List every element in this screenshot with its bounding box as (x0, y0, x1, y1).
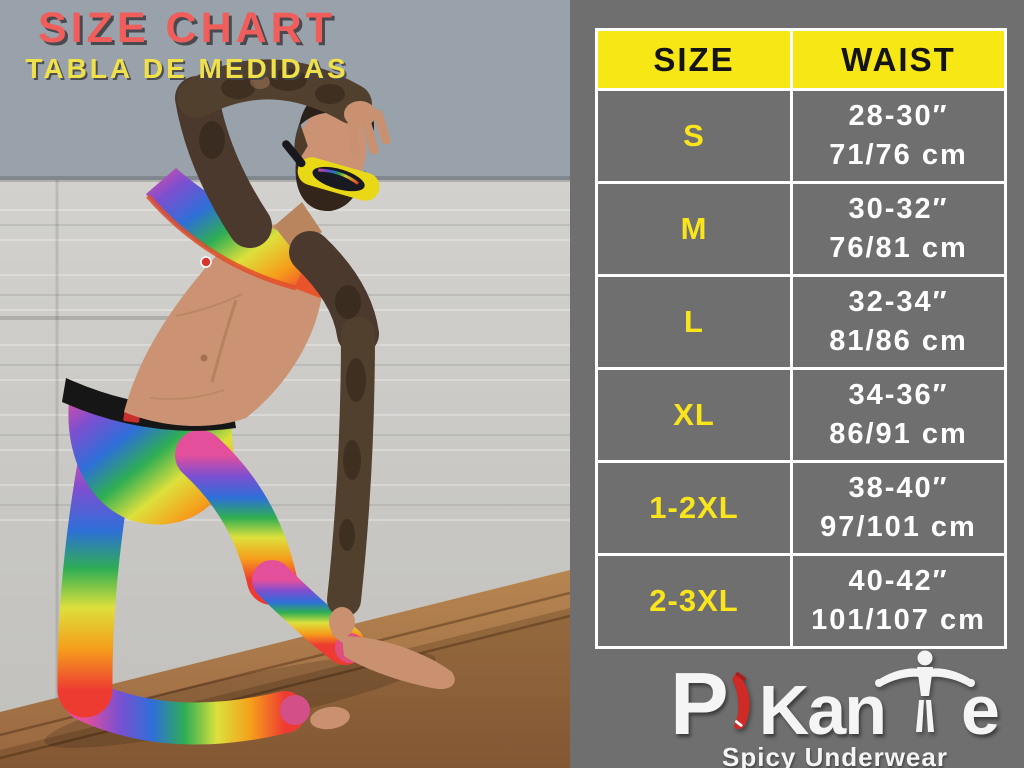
waist-cell-2-3xl: 40-42″ 101/107 cm (793, 556, 1004, 646)
size-cell-l: L (598, 277, 790, 367)
waist-cm: 101/107 cm (811, 604, 986, 636)
waist-cell-xl: 34-36″ 86/91 cm (793, 370, 1004, 460)
legging-back-cuff (280, 695, 310, 725)
man-silhouette-icon (875, 650, 975, 732)
title-block: SIZE CHART TABLA DE MEDIDAS (22, 4, 352, 85)
page-subtitle: TABLA DE MEDIDAS (25, 53, 349, 85)
waist-cm: 76/81 cm (829, 232, 968, 264)
logo-letter-p: P (670, 654, 729, 753)
size-cell-1-2xl: 1-2XL (598, 463, 790, 553)
waist-inches: 28-30″ (848, 100, 949, 132)
page-title: SIZE CHART (38, 4, 336, 52)
waist-cm: 71/76 cm (829, 139, 968, 171)
waist-cm: 97/101 cm (820, 511, 977, 543)
brand-wordmark: P Kan e (645, 650, 1024, 749)
size-cell-m: M (598, 184, 790, 274)
back-foot (310, 706, 350, 730)
waist-inches: 32-34″ (848, 286, 949, 318)
waist-cm: 86/91 cm (829, 418, 968, 450)
beard (295, 160, 366, 211)
tattoo-arm-right (289, 231, 379, 655)
size-cell-s: S (598, 91, 790, 181)
waist-inches: 34-36″ (848, 379, 949, 411)
legging-back-calf (64, 679, 306, 745)
waist-cell-1-2xl: 38-40″ 97/101 cm (793, 463, 1004, 553)
size-cell-xl: XL (598, 370, 790, 460)
brand-tagline: Spicy Underwear (722, 742, 948, 768)
size-column-header: SIZE (598, 31, 790, 88)
model-figure (57, 59, 455, 745)
model-photo: SIZE CHART TABLA DE MEDIDAS (0, 0, 570, 768)
waist-inches: 30-32″ (848, 193, 949, 225)
yellow-sunglasses (282, 140, 380, 201)
waist-cell-m: 30-32″ 76/81 cm (793, 184, 1004, 274)
waist-inches: 38-40″ (848, 472, 949, 504)
chili-pepper-icon (732, 672, 750, 730)
waist-column-header: WAIST (793, 31, 1004, 88)
waist-inches: 40-42″ (848, 565, 949, 597)
brand-logo: P Kan e Spicy Underwear (645, 650, 1024, 768)
waist-cm: 81/86 cm (829, 325, 968, 357)
logo-letter-e: e (961, 671, 1000, 749)
navel (200, 354, 208, 362)
logo-letters-kan: Kan (758, 671, 887, 749)
size-cell-2-3xl: 2-3XL (598, 556, 790, 646)
model-photo-illustration (0, 0, 570, 768)
crop-top-tag (200, 256, 212, 268)
tattoo-arm-left (175, 59, 391, 248)
waist-cell-l: 32-34″ 81/86 cm (793, 277, 1004, 367)
size-table: SIZE WAIST S 28-30″ 71/76 cm M 30-32″ 76… (595, 28, 1007, 649)
waist-cell-s: 28-30″ 71/76 cm (793, 91, 1004, 181)
